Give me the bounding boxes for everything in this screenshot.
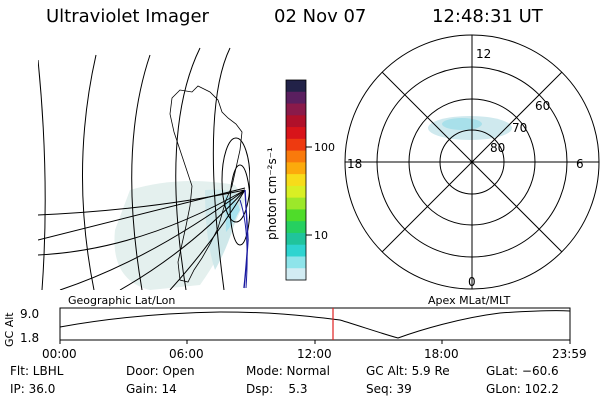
- colorbar-segment: [286, 197, 306, 210]
- lat-label-60: 60: [535, 99, 550, 113]
- colorbar-tick-10: 10: [314, 229, 328, 242]
- colorbar-tick-100: 100: [314, 141, 335, 154]
- colorbar-segment: [286, 127, 306, 140]
- footer-glat: GLat: −60.6: [486, 364, 559, 378]
- orbit-y-title: GC Alt: [3, 312, 16, 347]
- mlt-label-18: 18: [347, 157, 362, 171]
- colorbar-segment: [286, 221, 306, 234]
- orbit-x-tick-0600: 06:00: [169, 347, 204, 361]
- footer-gain: Gain: 14: [126, 382, 177, 396]
- colorbar-segment: [286, 244, 306, 257]
- colorbar-segment: [286, 80, 306, 93]
- colorbar-segment: [286, 150, 306, 163]
- colorbar-segment: [286, 185, 306, 199]
- colorbar-segment: [286, 232, 306, 246]
- instrument-title: Ultraviolet Imager: [46, 6, 209, 27]
- footer-dsp: Dsp: 5.3: [246, 382, 308, 396]
- lat-label-80: 80: [490, 141, 505, 155]
- orbit-x-tick-1800: 18:00: [424, 347, 459, 361]
- colorbar-segment: [286, 268, 306, 281]
- colorbar-segment: [286, 103, 306, 116]
- altitude-curve: [59, 310, 571, 339]
- footer-glon: GLon: 102.2: [486, 382, 559, 396]
- orbit-x-tick-0000: 00:00: [42, 347, 77, 361]
- colorbar-segment: [286, 115, 306, 128]
- colorbar-segment: [286, 209, 306, 222]
- colorbar-segment: [286, 174, 306, 187]
- footer-mode: Mode: Normal: [246, 364, 330, 378]
- footer-door: Door: Open: [126, 364, 195, 378]
- apex-map-label: Apex MLat/MLT: [428, 294, 511, 307]
- footer-ip: IP: 36.0: [10, 382, 56, 396]
- orbit-y-tick-1-8: 1.8: [20, 331, 39, 345]
- lat-label-70: 70: [512, 121, 527, 135]
- mlt-label-0: 0: [468, 275, 476, 289]
- mlt-label-6: 6: [576, 157, 584, 171]
- geographic-map-label: Geographic Lat/Lon: [68, 294, 176, 307]
- aurora-glow: [114, 181, 245, 290]
- coastline: [169, 85, 243, 283]
- footer-seq: Seq: 39: [366, 382, 412, 396]
- colorbar-segment: [286, 162, 306, 175]
- orbit-y-tick-9: 9.0: [20, 307, 39, 321]
- orbit-x-tick-1200: 12:00: [297, 347, 332, 361]
- date-label: 02 Nov 07: [274, 6, 367, 27]
- footer-gc-alt: GC Alt: 5.9 Re: [366, 364, 450, 378]
- colorbar-unit-label: photon cm⁻²s⁻¹: [265, 147, 279, 240]
- orbit-x-tick-2359: 23:59: [552, 347, 587, 361]
- footer-filter: Flt: LBHL: [10, 364, 64, 378]
- colorbar-segment: [286, 138, 306, 152]
- colorbar-segment: [286, 256, 306, 269]
- colorbar-segment: [286, 91, 306, 105]
- time-label: 12:48:31 UT: [432, 6, 543, 27]
- mlt-label-12: 12: [476, 47, 491, 61]
